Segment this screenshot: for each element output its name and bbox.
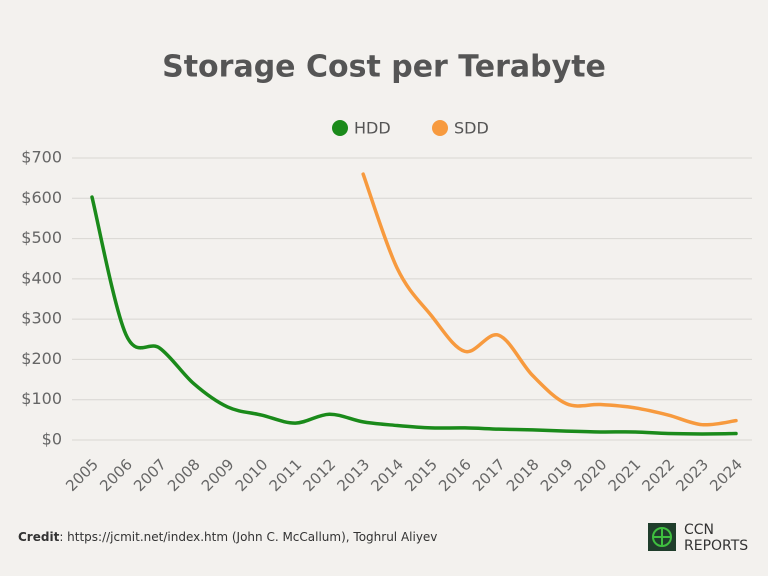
legend-marker (332, 120, 348, 136)
credit-text: : https://jcmit.net/index.htm (John C. M… (59, 530, 437, 544)
x-tick-label: 2019 (537, 455, 577, 495)
x-tick-label: 2010 (232, 455, 272, 495)
legend-label: SDD (454, 119, 489, 138)
line (361, 172, 738, 427)
y-tick-label: $400 (21, 268, 62, 287)
x-tick-label: 2011 (266, 455, 306, 495)
x-tick-label: 2008 (164, 455, 204, 495)
x-tick-label: 2020 (571, 455, 611, 495)
x-tick-label: 2018 (503, 455, 543, 495)
y-tick-label: $300 (21, 309, 62, 328)
line (90, 195, 738, 436)
logo-text: CCN (684, 522, 714, 538)
y-tick-label: $100 (21, 389, 62, 408)
legend-label: HDD (354, 119, 391, 138)
logo: CCN REPORTS (648, 522, 748, 554)
x-tick-label: 2009 (198, 455, 238, 495)
x-tick-label: 2006 (96, 455, 136, 495)
x-tick-label: 2016 (435, 455, 475, 495)
legend: HDD SDD (332, 119, 489, 138)
x-tick-label: 2014 (367, 455, 407, 495)
y-tick-label: $600 (21, 188, 62, 207)
x-tick-label: 2012 (300, 455, 340, 495)
y-tick-label: $0 (42, 430, 62, 449)
y-tick-label: $700 (21, 148, 62, 167)
x-tick-label: 2022 (638, 455, 678, 495)
y-tick-label: $500 (21, 228, 62, 247)
x-tick-label: 2013 (333, 455, 373, 495)
x-tick-label: 2005 (62, 455, 102, 495)
x-tick-label: 2017 (469, 455, 509, 495)
credit: Credit: https://jcmit.net/index.htm (Joh… (18, 530, 437, 544)
y-tick-label: $200 (21, 349, 62, 368)
x-tick-label: 2007 (130, 455, 170, 495)
legend-marker (432, 120, 448, 136)
chart-title: Storage Cost per Terabyte (162, 50, 606, 85)
x-tick-label: 2024 (706, 455, 746, 495)
credit-label: Credit (18, 530, 60, 544)
x-tick-label: 2021 (605, 455, 645, 495)
logo-text: REPORTS (684, 538, 748, 554)
x-tick-label: 2015 (401, 455, 441, 495)
x-tick-label: 2023 (672, 455, 712, 495)
